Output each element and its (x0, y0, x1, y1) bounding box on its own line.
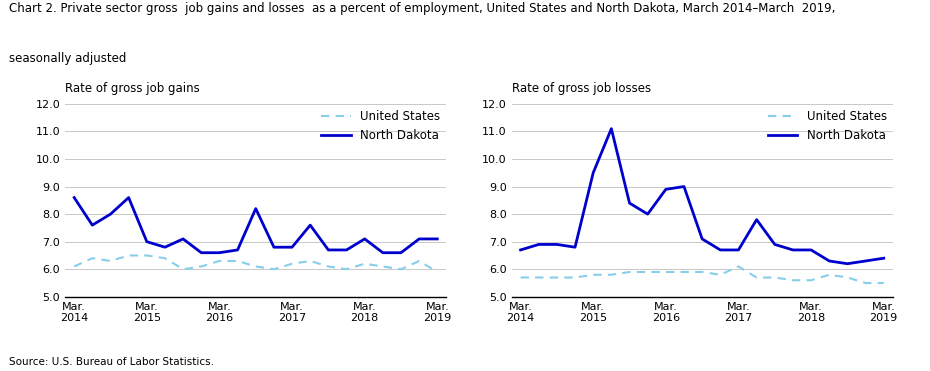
North Dakota (432, 237, 443, 241)
United States (769, 275, 780, 280)
Line: North Dakota: North Dakota (521, 129, 884, 264)
United States (860, 281, 871, 285)
North Dakota (378, 250, 389, 255)
North Dakota (588, 171, 599, 175)
United States (533, 275, 544, 280)
United States (323, 264, 334, 269)
North Dakota (214, 250, 225, 255)
North Dakota (551, 242, 563, 247)
North Dakota (824, 259, 835, 263)
North Dakota (624, 201, 635, 205)
North Dakota (878, 256, 889, 260)
North Dakota (805, 248, 817, 252)
North Dakota (69, 196, 80, 200)
United States (697, 270, 708, 274)
North Dakota (414, 237, 425, 241)
North Dakota (105, 212, 116, 216)
United States (105, 259, 116, 263)
North Dakota (323, 248, 334, 252)
United States (878, 281, 889, 285)
United States (678, 270, 689, 274)
North Dakota (678, 184, 689, 189)
North Dakota (533, 242, 544, 247)
North Dakota (860, 259, 871, 263)
United States (359, 262, 370, 266)
North Dakota (359, 237, 370, 241)
North Dakota (733, 248, 744, 252)
North Dakota (842, 262, 853, 266)
Text: Chart 2. Private sector gross  job gains and losses  as a percent of employment,: Chart 2. Private sector gross job gains … (9, 2, 836, 15)
North Dakota (250, 206, 261, 211)
North Dakota (86, 223, 98, 227)
North Dakota (715, 248, 726, 252)
North Dakota (141, 239, 153, 244)
North Dakota (751, 217, 763, 222)
North Dakota (660, 187, 671, 191)
North Dakota (769, 242, 780, 247)
North Dakota (232, 248, 243, 252)
North Dakota (341, 248, 352, 252)
United States (432, 270, 443, 274)
Line: United States: United States (521, 266, 884, 283)
United States (551, 275, 563, 280)
United States (86, 256, 98, 260)
United States (269, 267, 280, 272)
United States (214, 259, 225, 263)
North Dakota (286, 245, 298, 249)
Line: United States: United States (74, 256, 437, 272)
United States (842, 275, 853, 280)
North Dakota (305, 223, 316, 227)
North Dakota (605, 127, 617, 131)
United States (515, 275, 526, 280)
United States (232, 259, 243, 263)
United States (751, 275, 763, 280)
North Dakota (642, 212, 653, 216)
United States (588, 273, 599, 277)
United States (660, 270, 671, 274)
United States (605, 273, 617, 277)
Text: Rate of gross job gains: Rate of gross job gains (65, 82, 200, 95)
United States (824, 273, 835, 277)
United States (250, 264, 261, 269)
United States (69, 264, 80, 269)
United States (805, 278, 817, 282)
North Dakota (178, 237, 189, 241)
United States (569, 275, 580, 280)
Text: Source: U.S. Bureau of Labor Statistics.: Source: U.S. Bureau of Labor Statistics. (9, 357, 214, 367)
North Dakota (788, 248, 799, 252)
Text: Rate of gross job losses: Rate of gross job losses (512, 82, 651, 95)
United States (642, 270, 653, 274)
North Dakota (395, 250, 406, 255)
Legend: United States, North Dakota: United States, North Dakota (768, 110, 887, 142)
United States (733, 264, 744, 269)
United States (788, 278, 799, 282)
Text: seasonally adjusted: seasonally adjusted (9, 52, 126, 65)
United States (414, 259, 425, 263)
North Dakota (515, 248, 526, 252)
North Dakota (123, 196, 134, 200)
United States (159, 256, 170, 260)
Line: North Dakota: North Dakota (74, 198, 437, 253)
United States (624, 270, 635, 274)
Legend: United States, North Dakota: United States, North Dakota (322, 110, 441, 142)
North Dakota (569, 245, 580, 249)
United States (286, 262, 298, 266)
United States (141, 253, 153, 258)
North Dakota (195, 250, 206, 255)
United States (305, 259, 316, 263)
United States (341, 267, 352, 272)
United States (123, 253, 134, 258)
North Dakota (159, 245, 170, 249)
United States (178, 267, 189, 272)
United States (195, 264, 206, 269)
United States (715, 273, 726, 277)
North Dakota (269, 245, 280, 249)
United States (378, 264, 389, 269)
North Dakota (697, 237, 708, 241)
United States (395, 267, 406, 272)
